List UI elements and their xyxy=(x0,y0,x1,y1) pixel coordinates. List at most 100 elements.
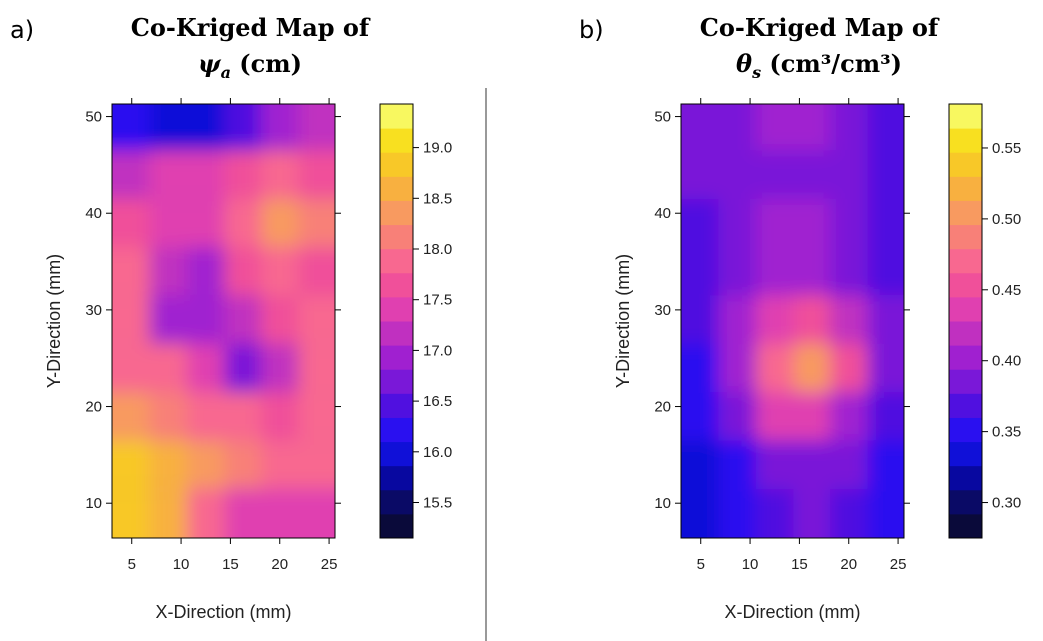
heatmap-cell xyxy=(718,150,756,199)
heatmap-cell xyxy=(829,150,868,199)
heatmap-cell xyxy=(112,392,150,441)
heatmap-field xyxy=(112,104,335,538)
colorbar-band xyxy=(380,104,413,129)
y-axis-label: Y-Direction (mm) xyxy=(44,254,64,388)
colorbar-band xyxy=(380,128,413,153)
colorbar-band xyxy=(949,152,982,177)
colorbar-band xyxy=(949,248,982,274)
heatmap-cell xyxy=(681,392,719,441)
heatmap-cell xyxy=(793,343,831,393)
heatmap-cell xyxy=(260,440,299,489)
colorbar-band xyxy=(949,369,982,394)
heatmap-cell xyxy=(718,440,756,489)
heatmap-cell xyxy=(224,198,262,248)
heatmap-cell xyxy=(260,392,299,441)
colorbar-band xyxy=(380,296,413,322)
heatmap-cell xyxy=(755,104,794,151)
heatmap-cell xyxy=(298,104,335,151)
heatmap-cell xyxy=(149,343,187,393)
colorbar-tick-label: 0.55 xyxy=(992,140,1021,157)
heatmap-cell xyxy=(224,295,262,344)
colorbar-band xyxy=(949,393,982,418)
title-unit: (cm) xyxy=(231,49,302,78)
colorbar-band xyxy=(949,417,982,443)
y-tick-label: 30 xyxy=(85,302,102,319)
heatmap-cell xyxy=(867,343,904,393)
colorbar-tick-label: 15.5 xyxy=(423,495,452,512)
colorbar-tick-label: 0.35 xyxy=(992,424,1021,441)
heatmap-cell xyxy=(149,392,187,441)
heatmap-cell xyxy=(149,150,187,199)
colorbar-tick-label: 17.0 xyxy=(423,342,452,359)
title-line: θs (cm³/cm³) xyxy=(736,49,902,82)
y-tick-label: 30 xyxy=(654,302,671,319)
heatmap-cell xyxy=(260,104,299,151)
x-tick-label: 10 xyxy=(173,556,190,573)
heatmap-cell xyxy=(755,440,794,489)
heatmap-cell xyxy=(186,488,225,538)
colorbar-tick-label: 17.5 xyxy=(423,292,452,309)
colorbar-tick-label: 0.30 xyxy=(992,495,1021,512)
colorbar-band xyxy=(380,248,413,274)
heatmap-cell xyxy=(867,150,904,199)
heatmap-cell xyxy=(298,392,335,441)
heatmap-cell xyxy=(224,392,262,441)
heatmap-cell xyxy=(298,150,335,199)
heatmap-cell xyxy=(112,150,150,199)
heatmap-cell xyxy=(298,343,335,393)
heatmap-cell xyxy=(112,295,150,344)
heatmap-cell xyxy=(149,198,187,248)
y-axis-label: Y-Direction (mm) xyxy=(613,254,633,388)
heatmap-cell xyxy=(298,488,335,538)
colorbar-tick-label: 19.0 xyxy=(423,140,452,157)
colorbar-band xyxy=(949,465,982,491)
heatmap-cell xyxy=(755,198,794,248)
heatmap-cell xyxy=(186,392,225,441)
heatmap-cell xyxy=(755,247,794,296)
heatmap-cell xyxy=(681,150,719,199)
heatmap-cell xyxy=(112,488,150,538)
y-tick-label: 10 xyxy=(85,495,102,512)
panel-label: b) xyxy=(579,16,604,44)
heatmap-cell xyxy=(829,392,868,441)
colorbar-band xyxy=(949,513,982,539)
heatmap-cell xyxy=(829,198,868,248)
plot-frame xyxy=(111,103,336,539)
colorbar-frame xyxy=(948,103,983,539)
heatmap-cell xyxy=(112,104,150,151)
heatmap-cell xyxy=(186,295,225,344)
colorbar-band xyxy=(949,128,982,153)
heatmap-cell xyxy=(186,247,225,296)
heatmap-cell xyxy=(867,295,904,344)
colorbar-band xyxy=(380,417,413,443)
colorbar-tick-label: 16.0 xyxy=(423,444,452,461)
x-tick-label: 15 xyxy=(222,556,239,573)
heatmap-cell xyxy=(260,198,299,248)
y-tick-label: 20 xyxy=(654,399,671,416)
heatmap-cell xyxy=(718,198,756,248)
heatmap-cell xyxy=(298,198,335,248)
x-tick-label: 20 xyxy=(840,556,857,573)
heatmap-cell xyxy=(793,488,831,538)
plot-frame xyxy=(680,103,905,539)
heatmap-cell xyxy=(186,198,225,248)
colorbar-band xyxy=(380,465,413,491)
heatmap-cell xyxy=(793,150,831,199)
heatmap-cell xyxy=(718,247,756,296)
heatmap-cell xyxy=(186,104,225,151)
heatmap-cell xyxy=(681,343,719,393)
title-unit: (cm³/cm³) xyxy=(761,49,902,78)
colorbar-band xyxy=(380,369,413,394)
colorbar-band xyxy=(949,296,982,322)
colorbar-band xyxy=(380,272,413,298)
heatmap-cells xyxy=(681,104,904,538)
heatmap-cell xyxy=(186,343,225,393)
colorbar-tick-label: 18.0 xyxy=(423,241,452,258)
heatmap-cell xyxy=(755,488,794,538)
heatmap-cell xyxy=(793,440,831,489)
y-tick-label: 50 xyxy=(85,109,102,126)
heatmap-cell xyxy=(755,343,794,393)
heatmap-cell xyxy=(681,440,719,489)
heatmap-cell xyxy=(224,488,262,538)
heatmap-cell xyxy=(149,295,187,344)
